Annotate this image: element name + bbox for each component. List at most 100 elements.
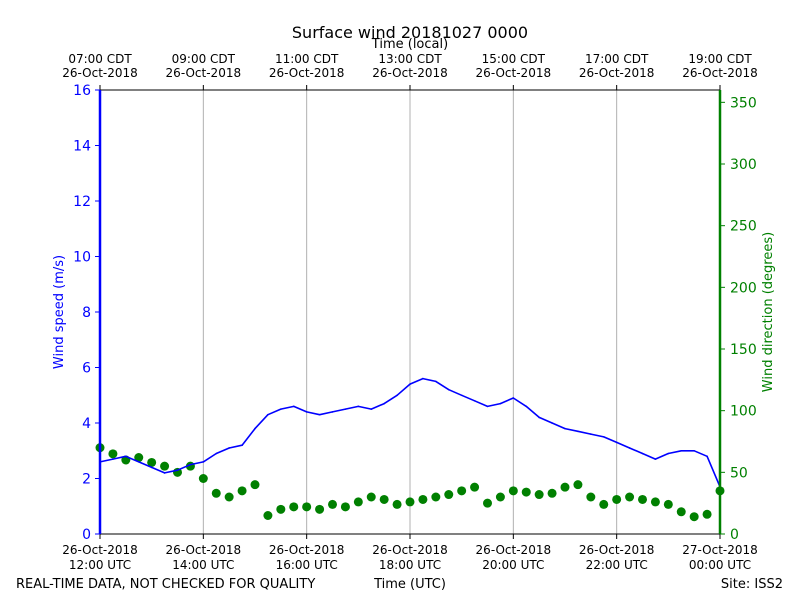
speed-point [228, 447, 230, 449]
direction-marker [289, 502, 299, 512]
speed-point [396, 394, 398, 397]
x-tick-label-date: 26-Oct-2018 [62, 543, 138, 557]
speed-point [654, 458, 657, 460]
quality-disclaimer: REAL-TIME DATA, NOT CHECKED FOR QUALITY [16, 577, 315, 592]
direction-marker [134, 453, 144, 463]
direction-marker [508, 486, 518, 496]
direction-marker [315, 504, 325, 514]
direction-marker [263, 511, 273, 520]
speed-point [680, 449, 683, 452]
speed-point [409, 383, 411, 385]
top-axis-label: Time (local) [371, 37, 448, 52]
speed-point [305, 411, 308, 413]
direction-marker [625, 492, 635, 502]
y-tick-label: 2 [82, 472, 91, 488]
top-tick-label-time: 17:00 CDT [585, 52, 649, 66]
speed-point [150, 466, 153, 469]
direction-marker [250, 480, 260, 490]
top-tick-label-time: 09:00 CDT [172, 52, 236, 66]
top-tick-label-date: 26-Oct-2018 [372, 66, 448, 80]
y2-tick-label: 250 [730, 219, 757, 235]
direction-marker [353, 497, 363, 507]
y2-tick-label: 50 [730, 465, 748, 481]
speed-point [435, 380, 437, 383]
speed-point [447, 388, 450, 391]
direction-marker [302, 502, 312, 512]
x-tick-label-date: 26-Oct-2018 [372, 543, 448, 557]
x-tick-label-time: 14:00 UTC [172, 558, 234, 572]
direction-marker [340, 502, 350, 512]
speed-point [344, 408, 347, 410]
top-tick-label-time: 13:00 CDT [378, 52, 442, 66]
direction-marker [198, 474, 208, 483]
y-tick-label: 4 [82, 416, 91, 432]
x-tick-label-time: 20:00 UTC [482, 558, 544, 572]
speed-point [602, 436, 605, 438]
speed-point [189, 463, 192, 466]
direction-marker [328, 499, 337, 509]
top-tick-label-date: 26-Oct-2018 [682, 66, 758, 80]
y2-tick-label: 300 [730, 157, 757, 173]
speed-point [163, 472, 166, 474]
speed-point [512, 397, 515, 399]
direction-marker [638, 494, 647, 504]
direction-marker [521, 487, 531, 497]
y2-tick-label: 200 [730, 280, 757, 296]
speed-point [667, 452, 670, 455]
speed-point [525, 405, 528, 408]
speed-point [318, 413, 321, 416]
y-tick-label: 14 [73, 139, 91, 155]
x-tick-label-date: 26-Oct-2018 [269, 543, 345, 557]
direction-marker [366, 492, 376, 502]
direction-marker [612, 494, 622, 504]
direction-marker [457, 486, 467, 496]
speed-point [137, 461, 140, 463]
direction-marker [650, 497, 660, 507]
direction-marker [560, 482, 570, 492]
speed-point [499, 402, 502, 405]
y-tick-label: 10 [73, 250, 91, 266]
speed-point [641, 452, 644, 455]
speed-point [577, 430, 579, 433]
speed-point [215, 452, 218, 455]
x-tick-label-date: 27-Oct-2018 [682, 543, 758, 557]
direction-marker [224, 492, 234, 502]
y2-tick-label: 150 [730, 342, 757, 358]
top-tick-label-date: 26-Oct-2018 [476, 66, 552, 80]
direction-marker [237, 486, 247, 496]
speed-point [383, 402, 385, 405]
speed-point [267, 413, 269, 416]
direction-marker [379, 494, 389, 504]
speed-point [538, 416, 540, 419]
direction-marker [599, 499, 609, 509]
speed-point [370, 408, 373, 410]
direction-marker [483, 498, 492, 508]
y-axis-label: Wind speed (m/s) [52, 255, 67, 369]
direction-marker [418, 494, 428, 504]
top-tick-label-date: 26-Oct-2018 [166, 66, 242, 80]
top-tick-label-time: 15:00 CDT [482, 52, 546, 66]
y2-tick-label: 100 [730, 404, 757, 420]
direction-marker [676, 507, 686, 517]
speed-point [628, 447, 631, 449]
x-tick-label-date: 26-Oct-2018 [166, 543, 242, 557]
direction-marker [534, 490, 544, 500]
speed-point [254, 427, 256, 430]
direction-marker [405, 497, 415, 507]
direction-marker [573, 480, 583, 490]
direction-marker [444, 490, 454, 500]
y-tick-label: 12 [73, 194, 91, 210]
direction-marker [431, 492, 441, 502]
speed-point [615, 441, 618, 444]
speed-point [125, 455, 127, 458]
speed-point [357, 405, 360, 408]
direction-marker [586, 492, 596, 502]
y-tick-label: 16 [73, 83, 91, 99]
direction-marker [547, 488, 557, 498]
direction-marker [160, 461, 170, 471]
speed-point [564, 427, 566, 430]
direction-marker [211, 488, 221, 498]
y-tick-label: 0 [82, 527, 91, 543]
